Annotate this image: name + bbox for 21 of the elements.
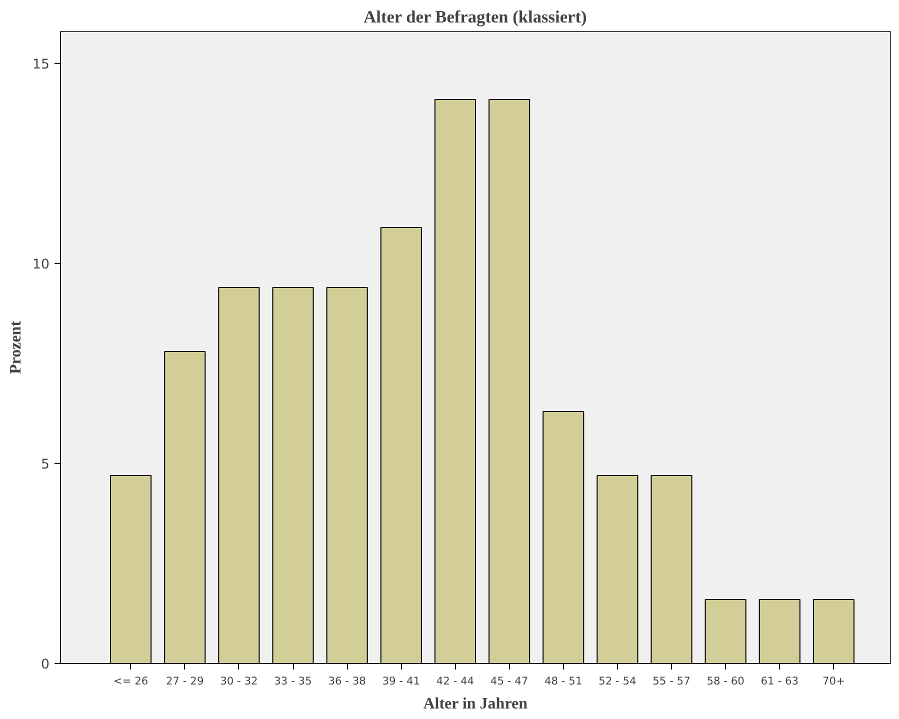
x-tick-label: 61 - 63 [760,674,799,688]
x-tick-label: 36 - 38 [328,674,366,688]
x-tick-label: 33 - 35 [274,674,312,688]
x-tick-label: 27 - 29 [166,674,204,688]
chart-title: Alter der Befragten (klassiert) [364,8,587,26]
y-tick-label: 5 [41,458,50,472]
x-tick-label: 39 - 41 [382,674,420,688]
x-tick-label: 30 - 32 [220,674,258,688]
x-axis-title: Alter in Jahren [423,696,528,712]
x-tick-label: 48 - 51 [544,674,582,688]
y-axis-title: Prozent [8,320,25,374]
x-tick-label: 58 - 60 [706,674,745,688]
x-tick-label: <= 26 [113,674,148,688]
y-tick-label: 0 [41,658,50,672]
y-tick-label: 15 [32,58,50,72]
y-tick-label: 10 [32,258,50,272]
x-tick-label: 70+ [822,674,845,688]
x-tick-label: 55 - 57 [652,674,690,688]
x-tick-label: 42 - 44 [436,674,474,688]
x-tick-label: 45 - 47 [490,674,528,688]
x-tick-label: 52 - 54 [598,674,637,688]
